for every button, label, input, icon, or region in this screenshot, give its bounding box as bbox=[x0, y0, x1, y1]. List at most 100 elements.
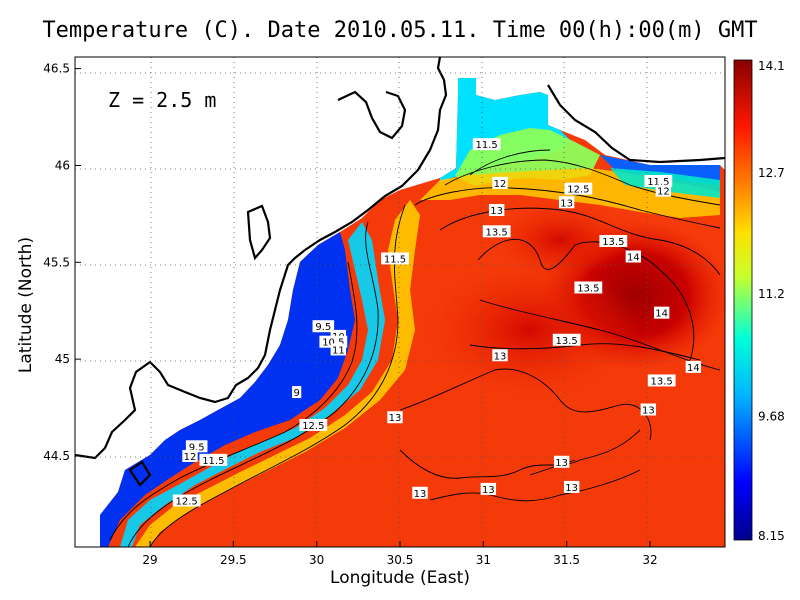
contour-label-text: 13 bbox=[389, 413, 402, 424]
contour-label: 13.5 bbox=[599, 234, 628, 248]
contour-label-text: 12 bbox=[184, 452, 197, 463]
contour-label-background bbox=[553, 455, 570, 468]
contour-label: 13 bbox=[640, 403, 657, 416]
colorbar-tick-label: 11.2 bbox=[758, 287, 785, 301]
contour-label-text: 9 bbox=[293, 388, 299, 399]
contour-label-text: 13 bbox=[490, 206, 503, 217]
contour-label-background bbox=[644, 174, 673, 187]
depth-label: Z = 2.5 m bbox=[108, 88, 216, 112]
contour-label-background bbox=[472, 138, 501, 151]
contour-label-background bbox=[381, 252, 409, 265]
colorbar-tick-label: 14.1 bbox=[758, 59, 785, 73]
colorbar-tick-label: 9.68 bbox=[758, 410, 785, 424]
contour-label-background bbox=[492, 176, 508, 189]
x-tick-label: 31.5 bbox=[553, 553, 580, 567]
contour-label: 9.5 bbox=[185, 440, 208, 453]
plot-area bbox=[75, 57, 725, 547]
contour-label-background bbox=[653, 306, 670, 319]
y-axis-label: Latitude (North) bbox=[16, 236, 36, 374]
contour-label-text: 13 bbox=[565, 483, 578, 494]
y-axis-ticks: 44.5 45 45.5 46 46.5 bbox=[43, 62, 81, 463]
y-tick-label: 46 bbox=[55, 158, 70, 172]
contour-label-text: 11.5 bbox=[202, 456, 224, 467]
contour-label-background bbox=[412, 486, 428, 499]
contour-label-background bbox=[330, 343, 347, 356]
contour-label: 13.5 bbox=[482, 225, 511, 238]
contour-label: 13 bbox=[480, 482, 497, 496]
contour-label: 13 bbox=[558, 196, 575, 209]
contour-label: 11.5 bbox=[381, 252, 409, 265]
contour-label: 12.5 bbox=[299, 418, 328, 432]
x-tick-label: 29 bbox=[142, 553, 157, 567]
contour-label-background bbox=[182, 449, 198, 462]
warm-core-north bbox=[490, 200, 630, 280]
colorbar-tick-label: 12.7 bbox=[758, 166, 785, 180]
island-outline bbox=[128, 460, 152, 487]
contour-label-background bbox=[640, 403, 657, 416]
contour-label-text: 14 bbox=[687, 363, 700, 374]
x-tick-label: 29.5 bbox=[220, 553, 247, 567]
contour-label: 14 bbox=[653, 306, 670, 320]
contour-label-background bbox=[172, 494, 201, 507]
contour-label-text: 13 bbox=[560, 198, 573, 209]
contour-label-background bbox=[599, 234, 628, 247]
grid-lines bbox=[75, 57, 725, 547]
contour-label-text: 13.5 bbox=[577, 283, 599, 294]
contour-label-background bbox=[292, 386, 302, 399]
contour-label-background bbox=[185, 440, 208, 453]
contour-label-text: 12.5 bbox=[302, 421, 324, 432]
contour-label: 11 bbox=[330, 343, 347, 356]
contour-label-background bbox=[482, 225, 511, 238]
contour-label: 13 bbox=[553, 455, 570, 469]
contour-label: 12 bbox=[182, 449, 198, 463]
x-tick-label: 30 bbox=[309, 553, 324, 567]
contour-label-background bbox=[387, 411, 403, 424]
contour-label-text: 13 bbox=[494, 351, 507, 362]
contour-label: 11.5 bbox=[472, 138, 501, 151]
contour-label-text: 11.5 bbox=[384, 254, 406, 265]
contour-label: 13.5 bbox=[552, 333, 581, 347]
contour-label-background bbox=[625, 250, 642, 263]
contour-label: 14 bbox=[625, 250, 642, 263]
contour-label-background bbox=[299, 418, 328, 431]
y-tick-label: 46.5 bbox=[43, 62, 70, 76]
contour-label-background bbox=[647, 374, 676, 387]
contour-label-background bbox=[480, 482, 497, 495]
contour-label-background bbox=[564, 182, 593, 195]
x-axis-label: Longitude (East) bbox=[330, 568, 470, 588]
contour-label-text: 9.5 bbox=[315, 322, 331, 333]
contour-label: 13 bbox=[563, 480, 580, 494]
y-tick-label: 44.5 bbox=[43, 449, 70, 463]
contour-label-background bbox=[552, 333, 581, 346]
contour-label-text: 11.5 bbox=[647, 177, 669, 188]
contour-label-text: 11.5 bbox=[476, 140, 498, 151]
colorbar bbox=[733, 59, 753, 541]
contour-label-text: 13 bbox=[642, 405, 655, 416]
contour-label-background bbox=[488, 204, 505, 217]
x-axis-ticks: 29 29.5 30 30.5 31 31.5 32 bbox=[142, 541, 658, 567]
contour-label-text: 10.5 bbox=[322, 338, 344, 349]
northwest-coast bbox=[74, 56, 448, 460]
contour-label: 13 bbox=[488, 204, 505, 217]
y-tick-label: 45.5 bbox=[43, 255, 70, 269]
contour-label-text: 12 bbox=[657, 187, 670, 198]
contour-label: 12 bbox=[492, 176, 508, 190]
contour-label-background bbox=[574, 281, 603, 294]
contour-label-text: 13 bbox=[414, 489, 427, 500]
contour-label: 13.5 bbox=[574, 281, 603, 294]
x-tick-label: 32 bbox=[642, 553, 657, 567]
contour-lines bbox=[109, 149, 721, 547]
contour-label-background bbox=[563, 480, 580, 493]
contour-label: 12.5 bbox=[172, 494, 201, 508]
contour-label-text: 11 bbox=[332, 345, 345, 356]
contour-label-background bbox=[312, 320, 335, 333]
contour-label: 12.5 bbox=[564, 182, 593, 196]
contour-label-text: 13.5 bbox=[602, 237, 624, 248]
contour-label: 11.5 bbox=[199, 453, 228, 467]
contour-label-background bbox=[655, 184, 672, 197]
contour-label: 9 bbox=[292, 386, 302, 399]
map-title: Temperature (C). Date 2010.05.11. Time 0… bbox=[42, 18, 758, 43]
contour-label-text: 14 bbox=[627, 252, 640, 263]
contour-label-background bbox=[558, 196, 575, 209]
